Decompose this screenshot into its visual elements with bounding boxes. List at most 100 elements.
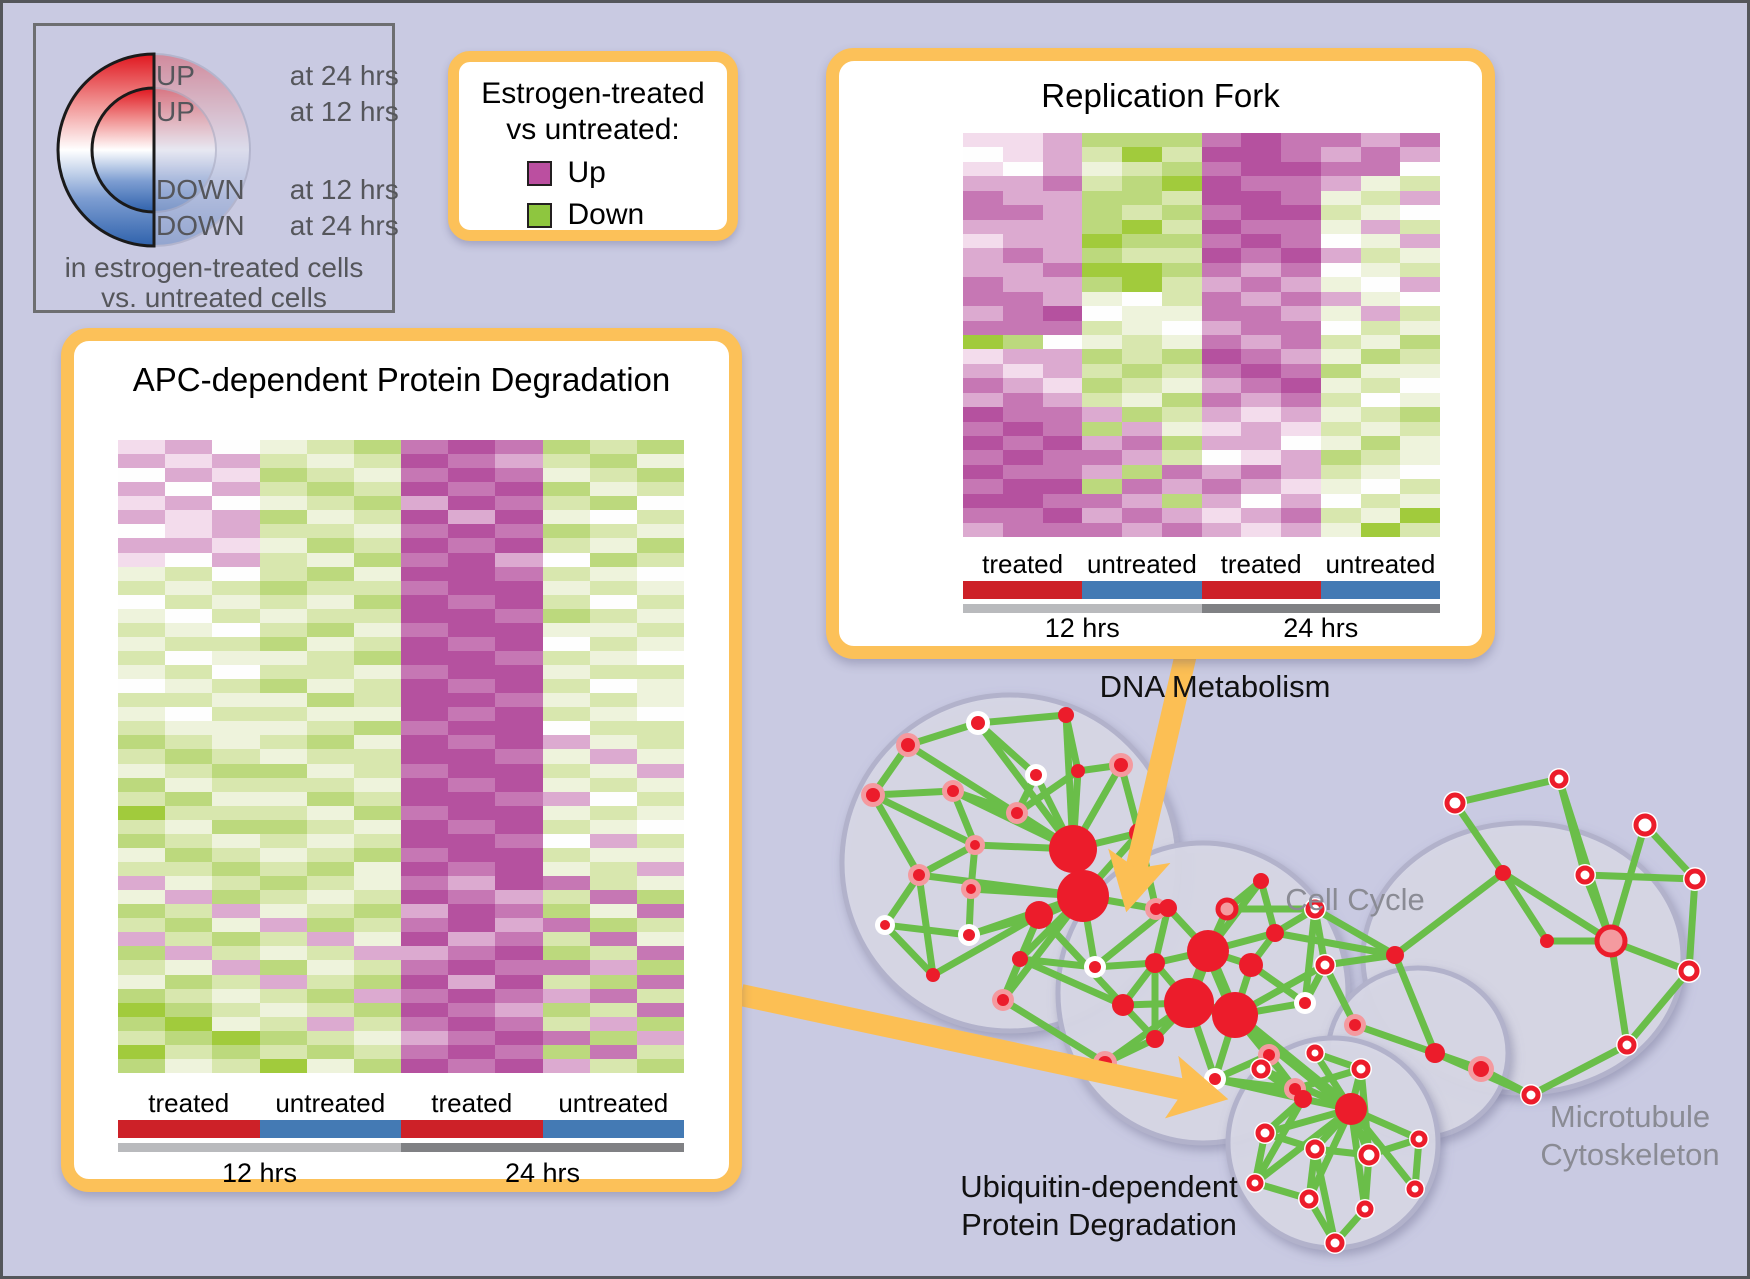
heatmap-cell bbox=[259, 440, 307, 455]
network-node bbox=[1443, 791, 1467, 815]
heatmap-cell bbox=[963, 493, 1003, 509]
heatmap-cell bbox=[636, 580, 684, 595]
heatmap-cell bbox=[118, 524, 166, 539]
heatmap-cell bbox=[963, 421, 1003, 436]
heatmap-cell bbox=[1002, 306, 1043, 321]
heatmap-cell bbox=[1002, 262, 1043, 278]
heatmap-cell bbox=[306, 468, 354, 483]
heatmap-cell bbox=[1002, 190, 1043, 206]
heatmap-cell bbox=[306, 721, 354, 736]
heatmap-cell bbox=[636, 440, 684, 455]
heatmap-cell bbox=[636, 636, 684, 651]
network-node bbox=[1540, 934, 1554, 948]
heatmap-cell bbox=[1281, 335, 1321, 350]
heatmap-cell bbox=[1320, 421, 1361, 436]
heatmap-cell bbox=[165, 665, 213, 680]
heatmap-cell bbox=[1042, 349, 1083, 364]
heatmap-cell bbox=[165, 721, 213, 736]
heatmap-cell bbox=[212, 665, 260, 680]
heatmap-cell bbox=[636, 608, 684, 623]
heatmap-cell bbox=[401, 594, 449, 609]
condition-bar-segment bbox=[1201, 581, 1321, 599]
heatmap-cell bbox=[212, 763, 260, 778]
heatmap-cell bbox=[165, 454, 213, 469]
heatmap-cell bbox=[353, 932, 401, 947]
network-node bbox=[1409, 1129, 1429, 1149]
condition-bar-segment bbox=[963, 581, 1083, 599]
heatmap-cell bbox=[1320, 349, 1361, 364]
heatmap-cell bbox=[401, 440, 449, 455]
heatmap-cell bbox=[212, 749, 260, 764]
heatmap-cell bbox=[963, 219, 1003, 234]
heatmap-cell bbox=[495, 665, 543, 680]
heatmap-cell bbox=[589, 468, 637, 483]
heatmap-cell bbox=[401, 1002, 449, 1017]
heatmap-cell bbox=[212, 482, 260, 497]
network-edge bbox=[1036, 912, 1126, 1008]
heatmap-cell bbox=[401, 735, 449, 750]
apc-panel-title: APC-dependent Protein Degradation bbox=[132, 361, 671, 398]
heatmap-cell bbox=[495, 805, 543, 820]
heatmap-cell bbox=[1201, 133, 1242, 148]
heatmap-cell bbox=[1400, 493, 1440, 509]
heatmap-cell bbox=[1082, 234, 1122, 249]
heatmap-cell bbox=[636, 861, 684, 877]
heatmap-cell bbox=[1082, 291, 1122, 307]
heatmap-cell bbox=[1320, 508, 1361, 523]
heatmap-cell bbox=[165, 552, 213, 567]
heatmap-cell bbox=[118, 721, 166, 736]
network-node bbox=[1057, 870, 1109, 922]
heatmap-cell bbox=[118, 847, 166, 862]
heatmap-cell bbox=[1320, 262, 1361, 278]
heatmap-cell bbox=[1002, 277, 1043, 292]
heatmap-cell bbox=[495, 1016, 543, 1031]
heatmap-cell bbox=[1360, 205, 1401, 220]
heatmap-cell bbox=[1042, 378, 1083, 393]
heatmap-cell bbox=[542, 974, 590, 989]
heatmap-cell bbox=[259, 918, 307, 933]
heatmap-cell bbox=[1320, 320, 1361, 335]
heatmap-cell bbox=[1201, 378, 1242, 393]
heatmap-cell bbox=[212, 960, 260, 975]
heatmap-cell bbox=[1042, 335, 1083, 350]
heatmap-cell bbox=[353, 496, 401, 511]
heatmap-cell bbox=[636, 594, 684, 609]
heatmap-cell bbox=[165, 580, 213, 595]
heatmap-cell bbox=[1002, 219, 1043, 234]
heatmap-cell bbox=[118, 552, 166, 567]
heatmap-cell bbox=[1320, 205, 1361, 220]
heatmap-cell bbox=[212, 636, 260, 651]
heatmap-cell bbox=[1161, 349, 1202, 364]
heatmap-cell bbox=[1241, 349, 1281, 364]
heatmap-cell bbox=[259, 1030, 307, 1045]
heatmap-cell bbox=[1082, 407, 1122, 422]
annotation-arrow bbox=[738, 984, 1229, 1119]
heatmap-cell bbox=[1042, 277, 1083, 292]
network-node bbox=[1304, 1138, 1326, 1160]
heatmap-cell bbox=[306, 890, 354, 905]
heatmap-cell bbox=[1161, 291, 1202, 307]
heatmap-cell bbox=[165, 791, 213, 806]
heatmap-cell bbox=[212, 608, 260, 623]
heatmap-cell bbox=[401, 946, 449, 961]
heatmap-cell bbox=[306, 861, 354, 877]
heatmap-cell bbox=[542, 454, 590, 469]
apc-condition-bar bbox=[118, 1120, 684, 1138]
network-node bbox=[1250, 1058, 1272, 1080]
network-diagram bbox=[738, 612, 1707, 1254]
heatmap-cell bbox=[1320, 450, 1361, 465]
heatmap-cell bbox=[165, 510, 213, 525]
network-node bbox=[1298, 1188, 1320, 1210]
heatmap-cell bbox=[165, 468, 213, 483]
heatmap-cell bbox=[963, 450, 1003, 465]
heatmap-cell bbox=[165, 496, 213, 511]
comparison-legend-title-line1: Estrogen-treated bbox=[481, 77, 705, 110]
heatmap-cell bbox=[448, 876, 496, 891]
heatmap-cell bbox=[1161, 262, 1202, 278]
heatmap-cell bbox=[495, 608, 543, 623]
heatmap-cell bbox=[1122, 306, 1162, 321]
heatmap-cell bbox=[1042, 205, 1083, 220]
network-node bbox=[1335, 1093, 1367, 1125]
heatmap-cell bbox=[495, 918, 543, 933]
heatmap-cell bbox=[636, 988, 684, 1003]
